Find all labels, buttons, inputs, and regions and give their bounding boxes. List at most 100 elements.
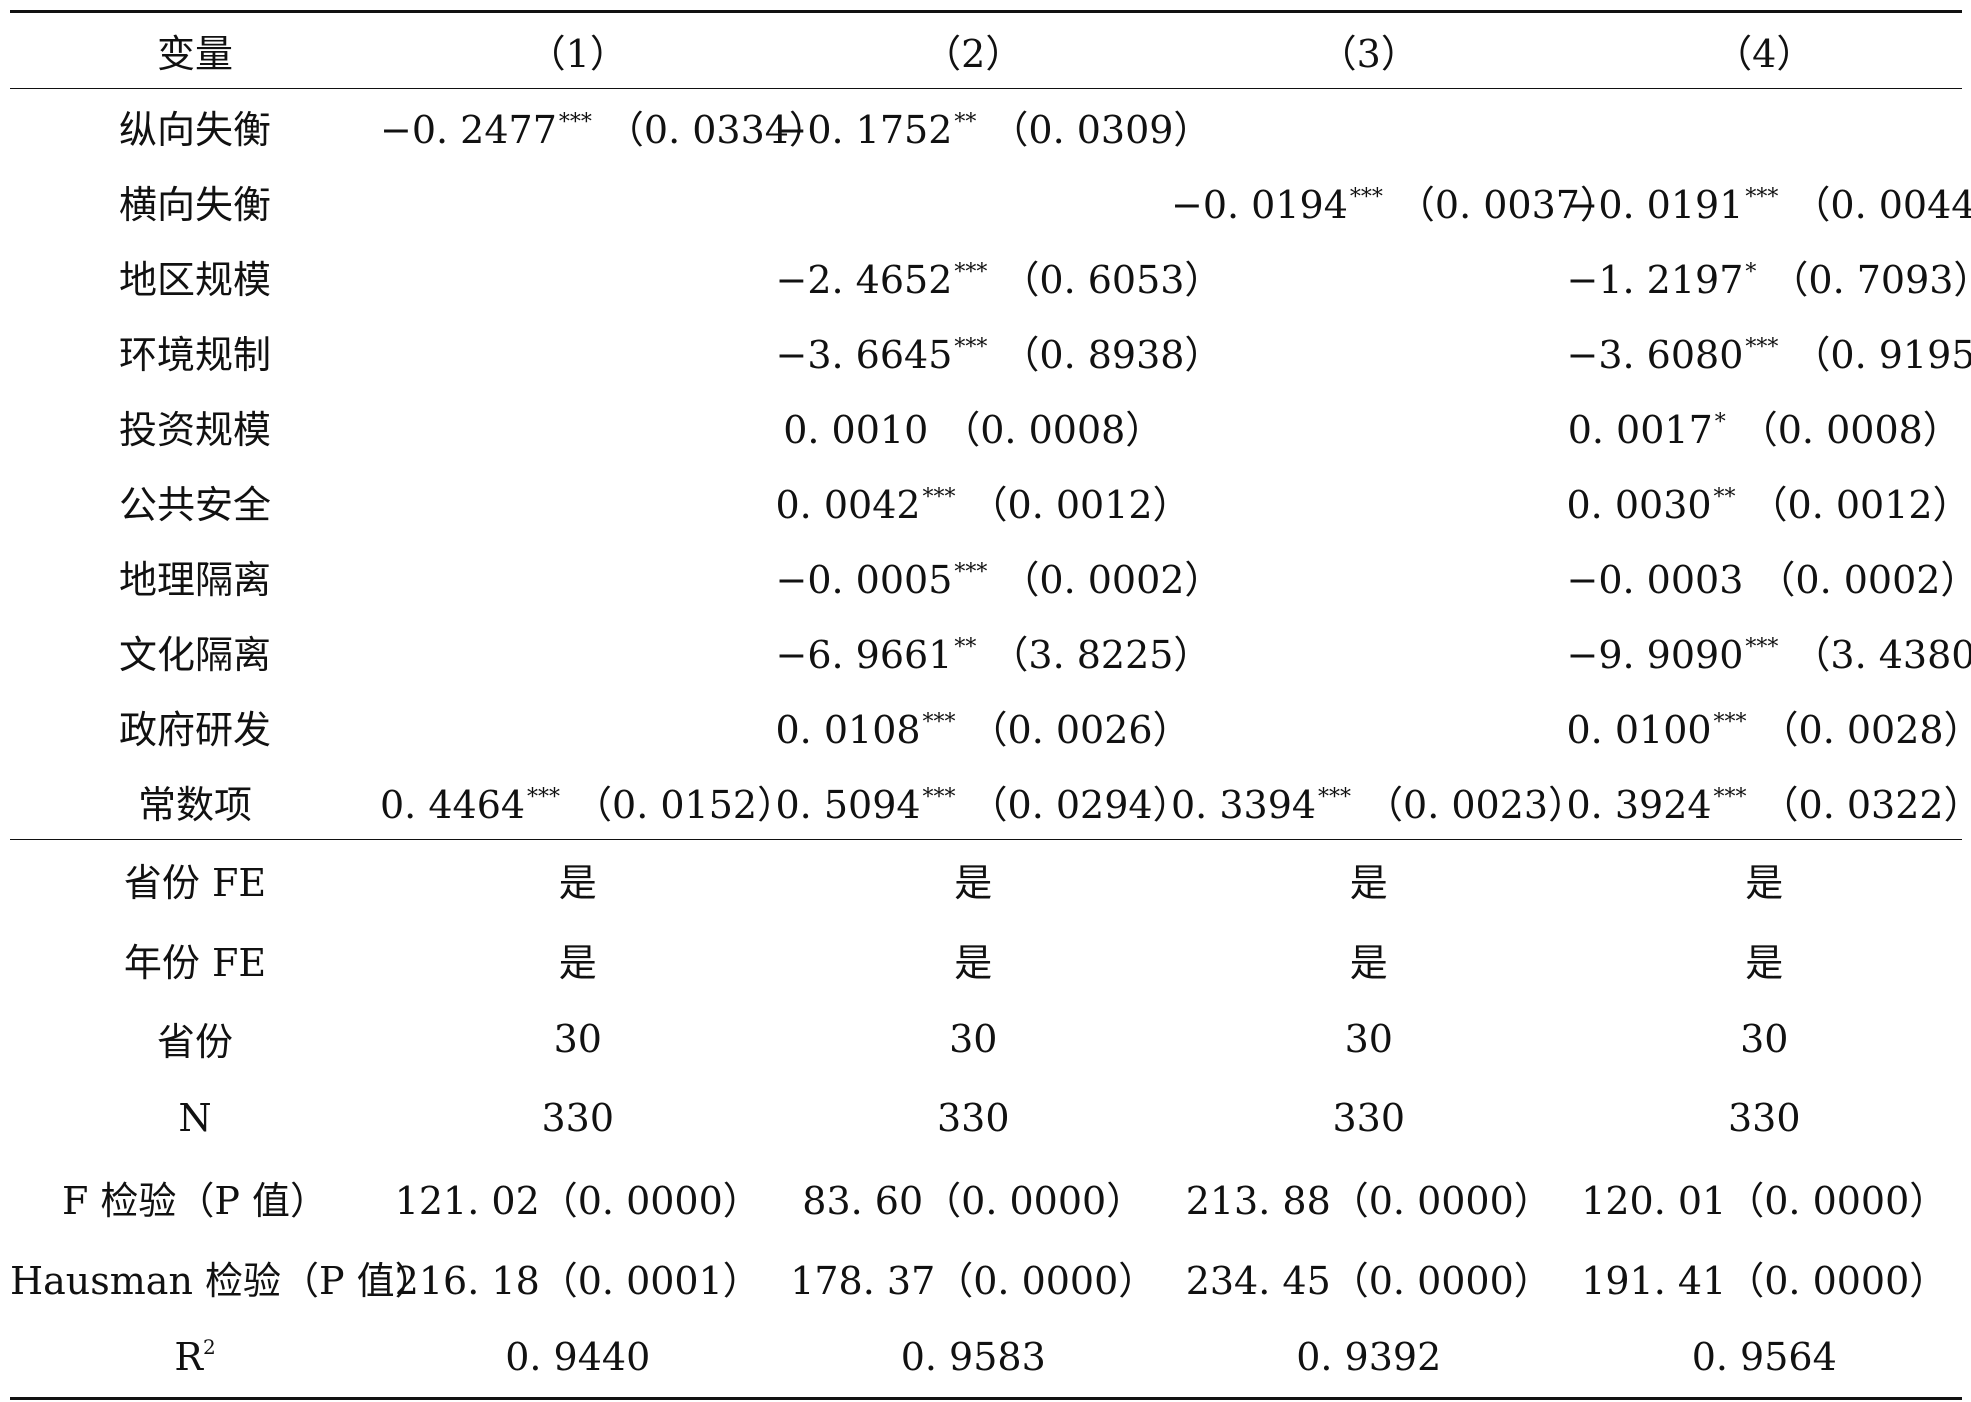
row-label: 公共安全 [118,483,271,527]
coefficient-cell: −1. 2197* （0. 7093） [1566,239,1971,314]
statistic-cell: 是 [954,940,993,985]
coefficient-cell [380,689,776,764]
statistic-cell: 213. 88（0. 0000） [1185,1179,1552,1224]
significance-stars: *** [1713,710,1747,735]
standard-error: （0. 0002） [1757,558,1971,602]
row-label: 纵向失衡 [118,108,271,152]
coefficient-value: 0. 0030 [1566,483,1712,527]
coefficient-value: 0. 5094 [775,783,921,827]
coefficient-cell: −2. 4652*** （0. 6053） [775,239,1223,314]
coefficient-value: 0. 3924 [1566,783,1712,827]
standard-error: （0. 0012） [969,483,1191,527]
statistic-cell: 330 [936,1096,1010,1141]
statistic-row: Hausman 检验（P 值） 216. 18（0. 0001） 178. 37（0… [10,1238,1962,1318]
header-row: 变量 （1） （2） （3） （4） [10,10,1962,89]
significance-stars: *** [1745,335,1779,360]
coefficient-value: 0. 4464 [380,783,526,827]
header-col-4: （4） [1566,10,1962,89]
coefficient-value: −0. 2477 [380,108,557,152]
statistic-cell: 0. 9392 [1171,1317,1567,1400]
r-squared-label: R [174,1334,203,1379]
statistic-row: F 检验（P 值） 121. 02（0. 0000） 83. 60（0. 0000）… [10,1158,1962,1238]
statistic-cell: 83. 60（0. 0000） [802,1179,1145,1224]
coefficient-cell: −0. 0005*** （0. 0002） [776,539,1223,614]
row-label: 投资规模 [118,408,271,452]
significance-stars: *** [527,785,561,810]
coefficient-cell: −3. 6080*** （0. 9195） [1567,314,1971,389]
statistic-cell: 330 [541,1096,615,1141]
statistic-cell: 是 [1745,940,1784,985]
header-col-2: （2） [775,10,1171,89]
coefficient-value: −6. 9661 [775,633,953,677]
coefficient-cell [1171,314,1567,389]
coefficient-cell [1171,689,1567,764]
regression-table-container: 变量 （1） （2） （3） （4） 纵向失衡 −0. 2477*** （0. 03… [10,10,1971,1400]
statistic-cell: 30 [949,1016,998,1061]
significance-stars: *** [954,260,988,285]
statistic-cell: 是 [1349,861,1388,906]
standard-error: （0. 0028） [1760,708,1971,752]
coefficient-cell [380,539,776,614]
standard-error: （0. 0309） [990,108,1212,152]
statistic-cell: 是 [558,861,597,906]
statistic-cell: 是 [1745,861,1784,906]
statistic-cell: 30 [1740,1016,1789,1061]
standard-error: （3. 8225） [990,633,1212,677]
statistic-row: 年份 FE 是 是 是 是 [10,920,1962,1000]
coefficient-cell: −0. 0194*** （0. 0037） [1171,164,1618,239]
coefficient-cell: 0. 0010 （0. 0008） [776,389,1172,464]
statistic-cell: 30 [1344,1016,1393,1061]
row-label: 文化隔离 [118,633,271,677]
row-label: 横向失衡 [118,183,271,227]
statistic-cell: 178. 37（0. 0000） [790,1258,1157,1303]
coefficient-value: 0. 0017 [1567,408,1713,452]
coefficient-value: −0. 0194 [1171,183,1348,227]
standard-error: （0. 0002） [1001,558,1223,602]
statistic-row: 省份 30 30 30 30 [10,999,1962,1079]
row-label: 省份 FE [123,861,267,906]
coefficient-value: 0. 0108 [775,708,921,752]
coefficient-cell [380,614,776,689]
row-label: 省份 [156,1020,233,1065]
row-label: 环境规制 [118,333,271,377]
significance-stars: *** [954,335,988,360]
statistic-cell: 121. 02（0. 0000） [394,1179,761,1224]
standard-error: （0. 0044） [1792,183,1971,227]
coefficient-cell: 0. 5094*** （0. 0294） [775,764,1191,840]
significance-stars: *** [954,560,988,585]
row-label: F 检验（P 值） [61,1179,329,1224]
coefficient-cell: 0. 0042*** （0. 0012） [775,464,1191,539]
coefficient-row: 常数项 0. 4464*** （0. 0152） 0. 5094*** （0. 0294… [10,764,1971,840]
coefficient-rows: 纵向失衡 −0. 2477*** （0. 0334） −0. 1752** （0. 03… [10,89,1971,840]
standard-error: （0. 6053） [1001,258,1223,302]
statistic-cell: 0. 9583 [775,1317,1171,1400]
coefficient-value: −2. 4652 [775,258,953,302]
coefficient-row: 纵向失衡 −0. 2477*** （0. 0334） −0. 1752** （0. 03… [10,89,1962,165]
coefficient-row: 投资规模 0. 0010 （0. 0008） 0. 0017* （0. 0008） [10,389,1962,464]
coefficient-row: 文化隔离 −6. 9661** （3. 8225） −9. 9090*** （3. 43… [10,614,1971,689]
coefficient-cell [380,389,776,464]
coefficient-row: 政府研发 0. 0108*** （0. 0026） 0. 0100*** （0. 002… [10,689,1971,764]
row-label: R2 [10,1317,380,1400]
row-label: 地区规模 [118,258,271,302]
significance-stars: *** [1745,635,1779,660]
statistic-cell: 是 [558,940,597,985]
coefficient-cell [1171,614,1567,689]
significance-stars: * [1745,260,1757,285]
significance-stars: *** [1318,785,1352,810]
coefficient-value: 0. 0042 [775,483,921,527]
statistic-cell: 191. 41（0. 0000） [1581,1258,1948,1303]
coefficient-cell: 0. 0030** （0. 0012） [1566,464,1971,539]
coefficient-value: −1. 2197 [1566,258,1744,302]
significance-stars: ** [954,110,977,135]
coefficient-cell: 0. 0017* （0. 0008） [1567,389,1963,464]
coefficient-row: 地区规模 −2. 4652*** （0. 6053） −1. 2197* （0. 709… [10,239,1971,314]
standard-error: （0. 0008） [1739,408,1961,452]
row-label: 政府研发 [118,708,271,752]
coefficient-cell: −0. 2477*** （0. 0334） [380,89,827,165]
significance-stars: *** [1745,185,1779,210]
coefficient-value: −9. 9090 [1566,633,1744,677]
coefficient-value: −0. 1752 [775,108,953,152]
coefficient-value: 0. 0100 [1566,708,1712,752]
standard-error: （0. 0023） [1365,783,1587,827]
